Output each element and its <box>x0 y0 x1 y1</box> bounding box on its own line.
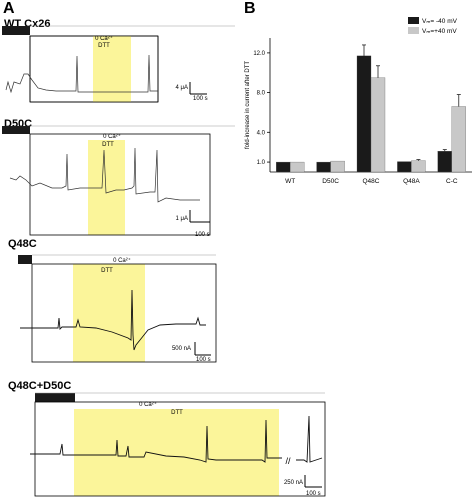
current-trace-after <box>296 415 323 463</box>
current-trace <box>9 147 200 203</box>
dtt-region <box>93 36 131 102</box>
dtt-region <box>88 140 125 235</box>
condition-label: 0 Ca²⁺ <box>103 133 121 140</box>
bar-q48c-s1 <box>356 55 372 173</box>
scale-x-label: 100 s <box>195 232 210 238</box>
trace-panel-q48c-d50c: 0 Ca²⁺ DTT // 250 nA 100 s <box>30 392 326 497</box>
dtt-region <box>73 264 145 362</box>
x-tick-label: D50C <box>322 178 339 185</box>
x-tick-label: Q48C <box>363 178 380 185</box>
bar-d50c-s1 <box>316 161 331 173</box>
solution-bar <box>18 255 32 264</box>
x-tick-label: Q48A <box>403 178 420 185</box>
bar-d50c-s2 <box>330 160 345 173</box>
bar-wt-s2 <box>290 161 305 173</box>
condition-label: 0 Ca²⁺ <box>113 257 131 264</box>
bars <box>276 44 466 173</box>
legend-label-dark: Vₘ= -40 mV <box>422 18 458 25</box>
y-ticks: 1.0 4.0 8.0 12.0 <box>253 51 270 166</box>
scale-y-label: 1 μA <box>176 216 188 222</box>
bar-c-c-s1 <box>437 151 452 173</box>
solution-bar <box>2 26 30 35</box>
y-tick-label: 8.0 <box>257 91 266 97</box>
panel-letter-b: B <box>244 0 256 17</box>
x-tick-label: WT <box>285 178 295 185</box>
bar-wt-s1 <box>276 161 291 173</box>
dtt-label: DTT <box>102 142 114 148</box>
trace-panel-q48c: 0 Ca²⁺ DTT 500 nA 100 s <box>18 254 217 363</box>
condition-label: 0 Ca²⁺ <box>139 401 157 408</box>
x-tick-label: C-C <box>446 178 458 185</box>
trace-title-q48c: Q48C <box>8 238 37 250</box>
break-mark: // <box>285 456 291 466</box>
bar-q48a-s2 <box>411 160 426 173</box>
scale-y-label: 4 μA <box>176 85 188 91</box>
y-tick-label: 12.0 <box>253 51 265 57</box>
condition-frame <box>31 263 217 363</box>
bar-c-c-s2 <box>451 106 466 173</box>
dtt-label: DTT <box>101 268 113 274</box>
x-ticks: WT D50C Q48C Q48A C-C <box>285 178 458 185</box>
legend: Vₘ= -40 mV Vₘ=+40 mV <box>408 17 458 35</box>
scale-x-label: 100 s <box>193 96 208 102</box>
dtt-region <box>74 409 279 496</box>
scale-y-label: 500 nA <box>172 346 191 352</box>
current-trace <box>30 419 282 463</box>
legend-swatch-dark <box>408 17 419 24</box>
dtt-label: DTT <box>171 410 183 416</box>
condition-label: 0 Ca²⁺ <box>95 35 113 42</box>
legend-swatch-light <box>408 27 419 34</box>
dtt-label: DTT <box>98 43 110 49</box>
y-tick-label: 1.0 <box>257 160 266 166</box>
condition-frame <box>29 133 211 236</box>
panel-letter-a: A <box>3 0 15 17</box>
legend-label-light: Vₘ=+40 mV <box>422 28 457 35</box>
trace-panel-wt: 0 Ca²⁺ DTT 4 μA 100 s <box>2 25 235 103</box>
bar-q48c-s2 <box>370 77 386 173</box>
scale-y-label: 250 nA <box>284 480 303 486</box>
y-tick-label: 4.0 <box>257 130 266 136</box>
condition-frame <box>34 401 326 497</box>
current-trace <box>5 54 158 94</box>
bar-chart: fold-increase in current after DTT 1.0 4.… <box>245 17 472 185</box>
trace-panel-d50c: 0 Ca²⁺ DTT 1 μA 100 s <box>2 125 235 238</box>
solution-bar <box>35 393 75 402</box>
trace-title-q48c-d50c: Q48C+D50C <box>8 380 72 392</box>
solution-bar <box>2 126 30 134</box>
bar-q48a-s1 <box>397 161 412 173</box>
current-trace <box>20 289 206 351</box>
y-axis-label: fold-increase in current after DTT <box>245 61 251 149</box>
scale-x-label: 100 s <box>306 491 321 497</box>
scale-x-label: 100 s <box>196 357 211 363</box>
